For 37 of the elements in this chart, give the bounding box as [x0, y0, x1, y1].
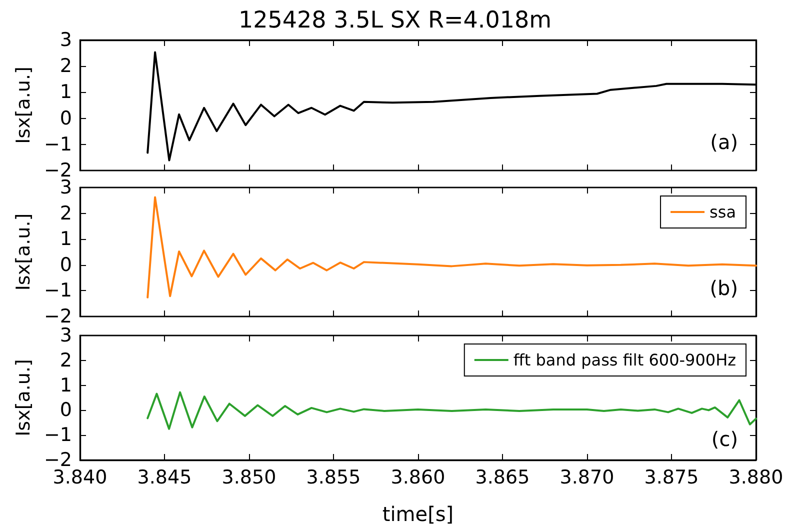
line-series [146, 391, 757, 430]
x-tick-label: 3.880 [728, 466, 784, 488]
y-tick-label: 1 [60, 228, 72, 250]
y-tick-label: 0 [60, 107, 72, 130]
y-tick-label: 1 [60, 81, 72, 104]
x-axis-title: time[s] [382, 502, 454, 526]
y-tick-label: 1 [60, 374, 72, 396]
x-tick-label: 3.840 [52, 466, 108, 488]
legend-label: fft band pass filt 600-900Hz [513, 350, 736, 370]
y-tick-label: 0 [60, 399, 72, 422]
annotation: (b) [710, 276, 738, 300]
y-tick-label: 3 [60, 176, 72, 198]
chart-title: 125428 3.5L SX R=4.018m [238, 8, 552, 34]
annotation: (a) [710, 130, 738, 154]
y-tick-label: 3 [60, 29, 72, 51]
y-tick-label: −1 [44, 280, 72, 302]
y-axis-title: Isx[a.u.] [12, 66, 35, 144]
x-tick-label: 3.855 [306, 466, 361, 488]
y-tick-label: −1 [44, 424, 72, 446]
x-tick-label: 3.870 [560, 466, 614, 488]
x-tick-label: 3.875 [644, 466, 699, 488]
y-tick-label: 0 [60, 254, 72, 276]
y-axis-title: Isx[a.u.] [12, 213, 35, 291]
x-tick-label: 3.845 [137, 466, 192, 488]
y-tick-label: −1 [44, 133, 72, 156]
legend-label: ssa [710, 202, 736, 222]
line-series [146, 196, 757, 298]
y-tick-label: 2 [60, 202, 72, 224]
y-tick-label: −2 [44, 306, 72, 328]
y-tick-label: 2 [60, 55, 72, 78]
y-tick-label: 3 [60, 324, 72, 346]
x-tick-label: 3.850 [222, 466, 276, 488]
x-tick-label: 3.860 [390, 466, 446, 488]
x-tick-label: 3.865 [475, 466, 530, 488]
y-axis-title: Isx[a.u.] [12, 359, 35, 436]
y-tick-label: 2 [60, 349, 72, 372]
annotation: (c) [711, 427, 738, 451]
